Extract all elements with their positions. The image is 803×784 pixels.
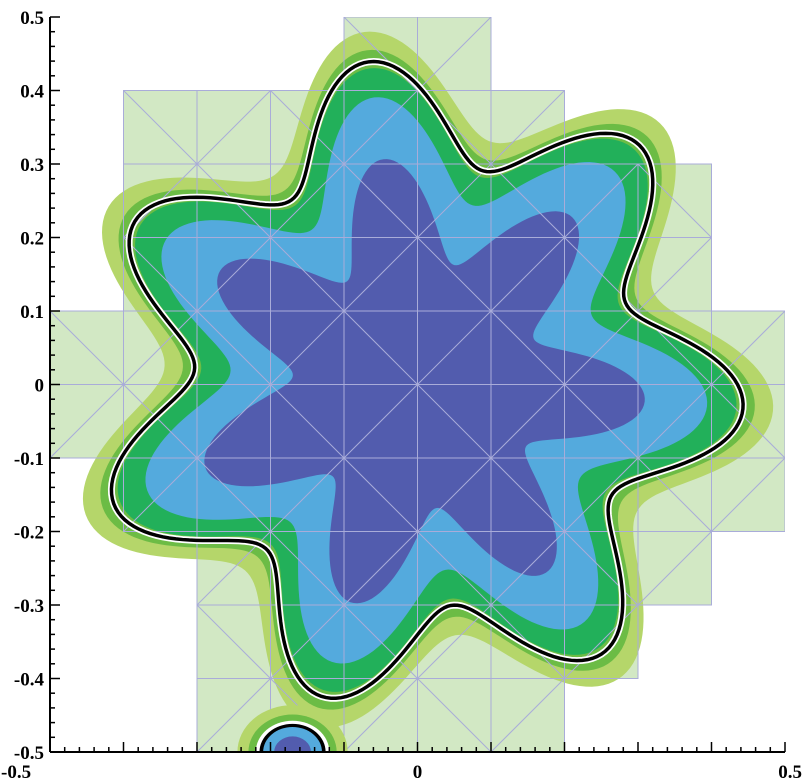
mesh-diagonal — [417, 163, 492, 238]
x-tick-label: 0 — [413, 762, 423, 783]
mesh-diagonal — [490, 90, 565, 165]
contour-level-6 — [204, 159, 645, 604]
mesh-diagonal — [564, 384, 639, 459]
mesh-diagonal — [417, 237, 492, 312]
mesh-diagonal — [123, 310, 198, 385]
mesh-diagonal — [270, 310, 345, 385]
mesh-diagonal — [270, 531, 345, 606]
mesh-diagonal — [343, 237, 418, 312]
mesh-cell-outline — [490, 90, 565, 165]
mesh-grid-lines — [50, 17, 785, 752]
mesh-diagonal — [343, 531, 418, 606]
interface-line — [109, 59, 745, 701]
x-tick-label: 0.5 — [778, 762, 802, 783]
mesh-diagonal — [564, 310, 639, 385]
mesh-diagonal — [417, 457, 492, 532]
interface-curve — [107, 58, 747, 702]
mesh-diagonal — [637, 237, 712, 312]
mesh-diagonal — [490, 384, 565, 459]
x-tick-label: -0.5 — [1, 762, 31, 783]
mesh-diagonal — [343, 310, 418, 385]
mesh-diagonal — [711, 310, 785, 385]
mesh-diagonal — [270, 237, 345, 312]
tick-labels: 0.5 0.4 0.3 0.2 0.1 0 -0.1 -0.2 -0.3 -0.4 -0.5-0.5… — [1, 8, 802, 783]
axes — [49, 16, 786, 753]
mesh-diagonal — [417, 384, 492, 459]
mesh-diagonal — [711, 384, 785, 459]
y-tick-label: -0.3 — [14, 596, 44, 617]
mesh-diagonal — [637, 384, 712, 459]
mesh-diagonal — [343, 90, 418, 165]
y-tick-label: 0.2 — [20, 229, 44, 250]
mesh-diagonal — [123, 90, 198, 165]
mesh-cell-outline — [711, 310, 785, 385]
mesh-diagonal — [637, 531, 712, 606]
mesh-diagonal — [711, 457, 785, 532]
y-tick-label: 0 — [35, 376, 45, 397]
mesh-diagonal — [564, 163, 639, 238]
mesh-diagonal — [564, 604, 639, 679]
mesh-diagonal — [343, 163, 418, 238]
mesh-diagonal — [270, 163, 345, 238]
mesh-diagonal — [490, 163, 565, 238]
mesh-diagonal — [343, 604, 418, 679]
mesh-diagonal — [123, 457, 198, 532]
mesh-diagonal — [270, 90, 345, 165]
mesh-diagonal — [417, 531, 492, 606]
mesh-diagonal — [490, 237, 565, 312]
mesh-diagonal — [196, 457, 271, 532]
mesh-diagonal — [50, 310, 124, 385]
y-tick-label: 0.1 — [20, 302, 44, 323]
mesh-diagonal — [343, 384, 418, 459]
mesh-cell-outline — [417, 17, 492, 91]
mesh-diagonal — [123, 237, 198, 312]
y-tick-label: -0.2 — [14, 523, 44, 544]
mesh-diagonal — [196, 237, 271, 312]
mesh-diagonal — [490, 531, 565, 606]
mesh-diagonal — [123, 384, 198, 459]
mesh-cell-outline — [637, 163, 712, 238]
mesh-diagonal — [50, 384, 124, 459]
mesh-diagonal — [270, 384, 345, 459]
mesh-diagonal — [417, 310, 492, 385]
mesh-diagonal — [343, 457, 418, 532]
mesh-diagonal — [564, 457, 639, 532]
mesh-diagonal — [196, 678, 271, 752]
mesh-diagonal — [196, 90, 271, 165]
mesh-diagonal — [417, 678, 492, 752]
y-tick-label: -0.1 — [14, 449, 44, 470]
y-tick-label: 0.5 — [20, 8, 44, 29]
mesh-diagonal — [490, 310, 565, 385]
mesh-diagonal — [343, 678, 418, 752]
y-tick-label: -0.5 — [14, 743, 44, 764]
mesh-diagonal — [490, 457, 565, 532]
y-tick-label: 0.4 — [20, 82, 44, 103]
mesh-diagonal — [196, 604, 271, 679]
mesh-diagonal — [270, 457, 345, 532]
mesh-diagonal — [196, 384, 271, 459]
mesh-diagonal — [417, 17, 492, 91]
mesh-diagonal — [270, 604, 345, 679]
y-tick-label: -0.4 — [14, 670, 45, 691]
corner-level — [274, 736, 311, 752]
mesh-diagonal — [196, 310, 271, 385]
mesh-diagonal — [490, 678, 565, 752]
mesh-diagonal — [637, 457, 712, 532]
y-tick-label: 0.3 — [20, 155, 44, 176]
